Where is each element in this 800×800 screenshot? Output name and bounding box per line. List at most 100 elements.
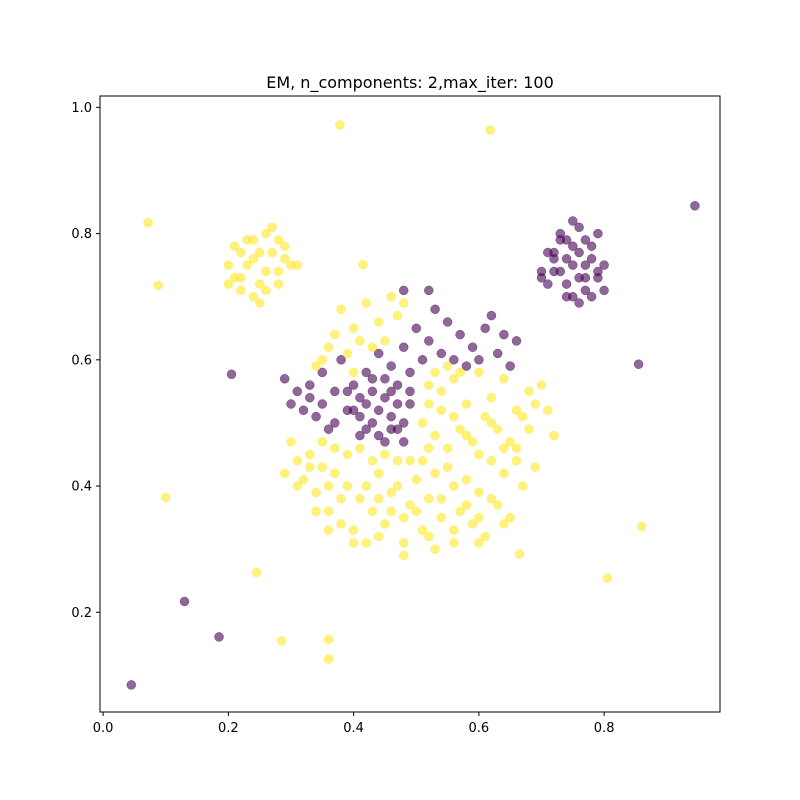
scatter-point-series-0-48 <box>330 386 340 397</box>
scatter-point-series-1-138 <box>486 493 497 504</box>
scatter-point-series-0-77 <box>511 336 522 346</box>
scatter-point-series-1-27 <box>273 279 284 289</box>
scatter-point-series-0-8 <box>568 216 578 226</box>
x-tick-label: 0.2 <box>218 721 239 736</box>
scatter-point-series-0-38 <box>543 247 553 258</box>
scatter-point-series-0-12 <box>599 260 609 270</box>
scatter-point-series-1-28 <box>242 260 252 270</box>
scatter-point-series-1-64 <box>436 493 447 504</box>
scatter-point-series-0-47 <box>323 424 334 434</box>
scatter-point-series-1-145 <box>449 525 459 535</box>
scatter-point-series-1-160 <box>323 342 334 352</box>
scatter-point-series-0-26 <box>543 279 553 289</box>
y-axis: 0.2 0.4 0.6 0.8 1.0 <box>71 101 100 621</box>
scatter-point-series-1-68 <box>461 474 472 485</box>
scatter-point-series-1-113 <box>417 456 428 466</box>
scatter-point-series-1-129 <box>373 493 384 504</box>
scatter-point-series-0-43 <box>298 405 309 416</box>
scatter-point-series-0-102 <box>405 367 415 378</box>
scatter-point-series-1-150 <box>361 298 371 308</box>
scatter-point-series-1-43 <box>305 449 315 460</box>
scatter-point-series-0-61 <box>411 323 422 334</box>
scatter-point-series-1-118 <box>367 456 378 466</box>
scatter-point-series-1-8 <box>358 259 368 270</box>
scatter-point-series-0-62 <box>417 355 428 365</box>
scatter-point-series-1-20 <box>267 247 277 258</box>
scatter-point-series-0-0 <box>126 680 137 690</box>
scatter-point-series-0-99 <box>317 399 328 409</box>
scatter-point-series-0-65 <box>436 348 447 359</box>
x-axis: 0.0 0.2 0.4 0.6 0.8 <box>93 712 615 736</box>
scatter-point-series-1-11 <box>636 521 647 532</box>
scatter-point-series-1-18 <box>254 279 265 289</box>
scatter-point-series-0-30 <box>593 228 603 239</box>
scatter-point-series-1-1 <box>153 280 163 291</box>
scatter-point-series-0-57 <box>386 361 396 371</box>
scatter-point-series-0-91 <box>373 430 384 441</box>
scatter-point-series-0-10 <box>586 254 597 264</box>
scatter-point-series-1-49 <box>342 481 353 491</box>
scatter-point-series-0-101 <box>392 380 403 390</box>
scatter-point-series-1-142 <box>373 531 384 542</box>
scatter-point-series-0-100 <box>305 392 315 403</box>
scatter-point-series-1-22 <box>279 241 290 251</box>
scatter-point-series-1-50 <box>348 525 359 535</box>
scatter-point-series-1-90 <box>436 405 447 416</box>
scatter-point-series-1-26 <box>261 285 271 296</box>
scatter-point-series-1-94 <box>442 443 453 453</box>
scatter-point-series-1-121 <box>330 443 340 453</box>
scatter-point-series-0-86 <box>386 411 396 422</box>
scatter-point-series-1-89 <box>449 374 459 384</box>
scatter-point-series-1-87 <box>474 367 484 378</box>
scatter-point-series-0-94 <box>380 374 390 384</box>
scatter-point-series-1-13 <box>223 260 234 270</box>
scatter-point-series-1-116 <box>392 481 403 491</box>
scatter-point-series-1-110 <box>430 367 440 378</box>
x-tick-label: 0.8 <box>594 721 615 736</box>
scatter-point-series-1-122 <box>317 437 328 447</box>
scatter-point-series-1-41 <box>292 456 303 466</box>
scatter-point-series-1-105 <box>461 430 472 441</box>
scatter-point-series-1-80 <box>536 380 547 390</box>
scatter-point-series-0-37 <box>574 222 584 233</box>
scatter-point-series-0-5 <box>690 201 700 211</box>
scatter-point-series-1-88 <box>461 399 472 409</box>
scatter-point-series-1-25 <box>248 291 259 302</box>
scatter-point-series-1-7 <box>335 120 345 130</box>
scatter-point-series-1-156 <box>330 329 340 340</box>
scatter-point-series-1-14 <box>229 241 240 251</box>
scatter-point-series-0-92 <box>386 424 396 434</box>
scatter-point-series-1-99 <box>505 437 515 447</box>
scatter-point-series-1-48 <box>336 519 346 529</box>
scatter-point-series-1-66 <box>449 538 459 548</box>
scatter-point-series-0-29 <box>561 291 572 302</box>
scatter-point-series-0-63 <box>424 336 434 346</box>
scatter-point-series-1-86 <box>486 392 497 403</box>
scatter-point-series-1-45 <box>317 462 328 472</box>
scatter-point-series-1-125 <box>279 468 290 479</box>
scatter-point-series-0-27 <box>555 266 566 277</box>
scatter-point-series-1-153 <box>355 336 365 346</box>
y-tick-label: 0.4 <box>71 480 92 495</box>
scatter-point-series-1-52 <box>361 538 371 548</box>
scatter-point-series-0-84 <box>373 405 384 416</box>
scatter-point-series-1-98 <box>492 424 503 434</box>
scatter-point-series-1-136 <box>461 500 472 510</box>
scatter-point-series-1-130 <box>386 506 396 517</box>
scatter-point-series-1-42 <box>298 474 309 485</box>
scatter-point-series-1-117 <box>380 449 390 460</box>
scatter-point-series-0-1 <box>179 596 190 607</box>
scatter-point-series-1-0 <box>143 218 153 228</box>
scatter-point-series-1-79 <box>530 462 541 472</box>
scatter-point-series-1-4 <box>276 635 287 646</box>
y-tick-label: 1.0 <box>71 101 92 116</box>
scatter-point-series-1-54 <box>373 468 384 479</box>
scatter-point-series-1-114 <box>430 468 440 479</box>
scatter-point-series-1-108 <box>499 443 509 453</box>
scatter-point-series-0-42 <box>292 386 303 397</box>
scatter-point-series-0-54 <box>367 418 378 428</box>
scatter-point-series-1-70 <box>474 487 484 498</box>
y-tick-label: 0.2 <box>71 606 92 621</box>
scatter-point-series-1-17 <box>248 254 259 264</box>
